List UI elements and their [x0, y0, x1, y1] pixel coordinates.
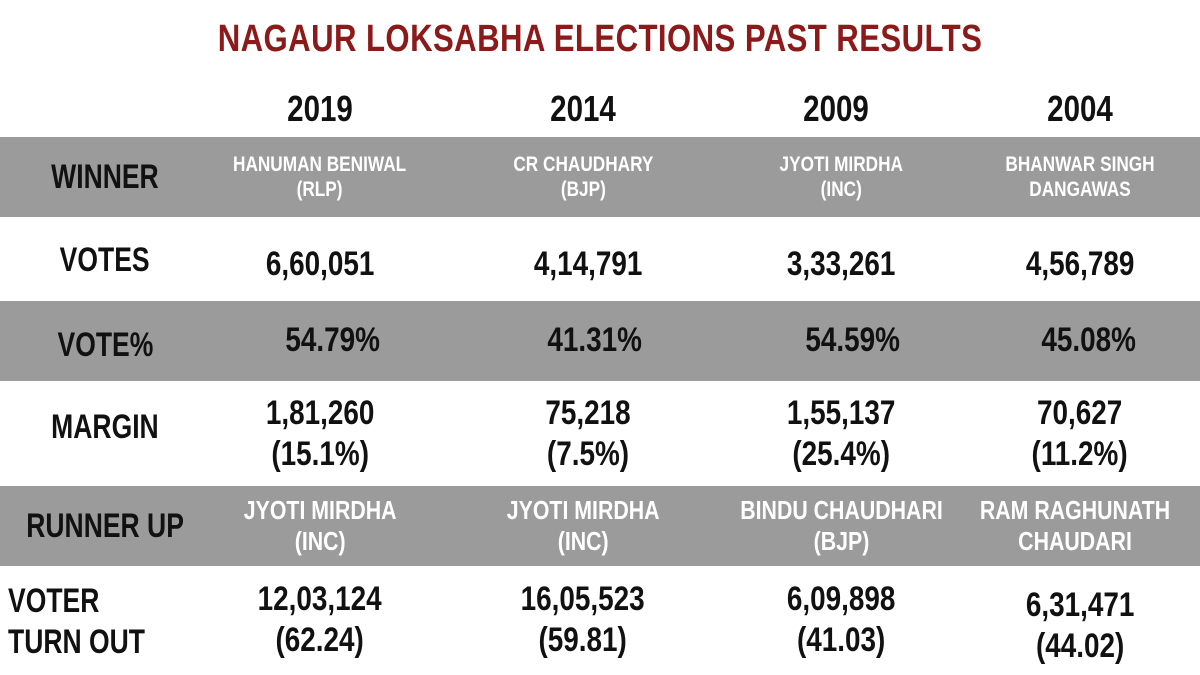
row-label-voter-turnout: VOTER TURN OUT	[8, 582, 146, 661]
row-label-runner-up: RUNNER UP	[26, 506, 184, 545]
vote-pct-2019: 54.79%	[285, 320, 381, 359]
year-header-2004: 2004	[1047, 88, 1113, 129]
runner-up-2009: BINDU CHAUDHARI (BJP)	[739, 494, 943, 556]
votes-2004: 4,56,789	[1025, 244, 1135, 283]
row-label-votes: VOTES	[60, 240, 150, 279]
year-header-2019: 2019	[287, 88, 353, 129]
winner-row-band	[0, 137, 1200, 217]
margin-2004: 70,627 (11.2%)	[1031, 394, 1129, 473]
votes-2014: 4,14,791	[533, 244, 643, 283]
margin-2009: 1,55,137 (25.4%)	[786, 394, 896, 473]
winner-2014: CR CHAUDHARY (BJP)	[513, 152, 653, 201]
runner-up-2019: JYOTI MIRDHA (INC)	[243, 494, 397, 556]
row-label-margin: MARGIN	[51, 408, 159, 447]
turnout-2019: 12,03,124 (62.24)	[257, 580, 383, 659]
turnout-2014: 16,05,523 (59.81)	[520, 580, 646, 659]
row-label-winner: WINNER	[51, 157, 159, 196]
vote-pct-2004: 45.08%	[1041, 320, 1137, 359]
margin-2014: 75,218 (7.5%)	[545, 394, 631, 473]
margin-2019: 1,81,260 (15.1%)	[265, 394, 375, 473]
winner-2019: HANUMAN BENIWAL (RLP)	[233, 152, 407, 201]
row-label-vote-pct: VOTE%	[57, 325, 153, 364]
year-header-2009: 2009	[803, 88, 869, 129]
winner-2004: BHANWAR SINGH DANGAWAS	[1005, 152, 1155, 201]
turnout-2009: 6,09,898 (41.03)	[786, 580, 896, 659]
runner-up-2014: JYOTI MIRDHA (INC)	[506, 494, 660, 556]
page-title: NAGAUR LOKSABHA ELECTIONS PAST RESULTS	[217, 18, 983, 60]
vote-pct-2014: 41.31%	[547, 320, 643, 359]
vote-pct-row-band	[0, 301, 1200, 381]
year-header-2014: 2014	[550, 88, 616, 129]
winner-2009: JYOTI MIRDHA (INC)	[779, 152, 903, 201]
turnout-2004: 6,31,471 (44.02)	[1025, 586, 1135, 665]
votes-2019: 6,60,051	[265, 244, 375, 283]
vote-pct-2009: 54.59%	[805, 320, 901, 359]
runner-up-2004: RAM RAGHUNATH CHAUDARI	[979, 494, 1171, 556]
runner-up-row-band	[0, 486, 1200, 566]
votes-2009: 3,33,261	[786, 244, 896, 283]
